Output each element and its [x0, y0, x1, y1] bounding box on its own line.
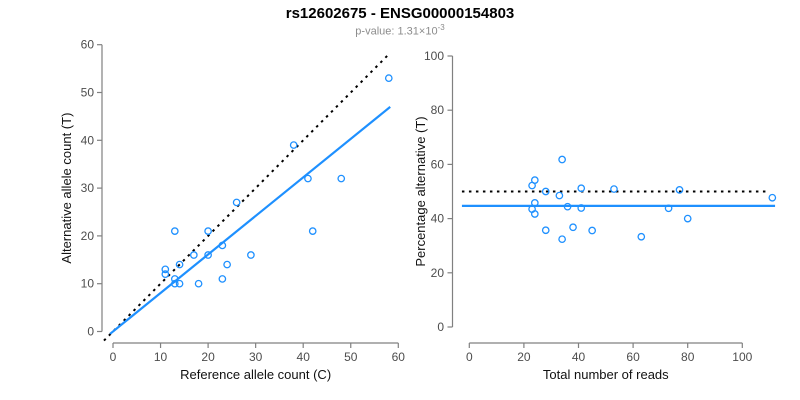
x-tick-label: 50: [344, 350, 358, 364]
data-point: [304, 174, 312, 183]
data-point: [161, 265, 170, 274]
x-tick-label: 0: [466, 350, 473, 364]
data-point: [541, 187, 550, 196]
data-point: [247, 251, 255, 259]
x-tick-label: 40: [297, 350, 311, 364]
data-point: [218, 241, 227, 250]
x-tick-label: 60: [626, 350, 640, 364]
p-value-exponent: -3: [437, 23, 445, 32]
y-tick-label: 10: [81, 277, 95, 291]
data-point: [558, 235, 566, 244]
data-point: [175, 260, 184, 269]
p-value-subtitle: p-value: 1.31×10-3: [0, 23, 800, 38]
y-tick-label: 20: [81, 229, 95, 243]
data-point: [541, 226, 550, 235]
x-tick-label: 10: [154, 350, 168, 364]
data-point: [558, 155, 566, 164]
data-point: [218, 275, 227, 283]
y-tick-label: 40: [431, 212, 445, 226]
data-point: [204, 251, 212, 259]
data-point: [170, 275, 179, 283]
x-tick-label: 100: [732, 350, 752, 364]
data-point: [337, 174, 346, 183]
data-point: [569, 223, 577, 232]
y-axis-title: Alternative allele count (T): [59, 113, 74, 264]
y-axis-title: Percentage alternative (T): [413, 116, 428, 266]
data-point: [232, 198, 241, 207]
y-tick-label: 80: [431, 103, 445, 117]
data-point: [563, 202, 572, 211]
chart-title: rs12602675 - ENSG00000154803: [285, 5, 515, 22]
x-axis-title: Reference allele count (C): [180, 367, 331, 382]
data-point: [683, 214, 692, 223]
y-tick-label: 30: [81, 181, 95, 195]
data-point: [637, 232, 646, 241]
y-tick-label: 0: [437, 320, 444, 334]
y-tick-label: 0: [87, 325, 94, 339]
y-tick-label: 60: [431, 157, 445, 171]
p-value-text: p-value: 1.31×10: [355, 25, 438, 38]
x-axis-title: Total number of reads: [543, 367, 669, 382]
data-point: [175, 279, 184, 288]
data-point: [161, 270, 170, 278]
data-point: [223, 260, 231, 269]
data-point: [577, 184, 586, 193]
data-point: [610, 185, 618, 193]
data-point: [528, 181, 536, 190]
data-point: [170, 227, 179, 235]
y-tick-label: 50: [81, 86, 95, 100]
x-tick-label: 30: [249, 350, 263, 364]
data-point: [289, 141, 298, 149]
y-tick-label: 60: [81, 38, 95, 52]
data-point: [384, 74, 393, 83]
data-point: [530, 199, 539, 207]
fit-line: [109, 106, 391, 335]
data-point: [204, 227, 212, 235]
identity-line: [103, 53, 390, 342]
x-tick-label: 20: [517, 350, 531, 364]
x-tick-label: 0: [110, 350, 117, 364]
x-tick-label: 20: [201, 350, 215, 364]
y-tick-label: 40: [81, 133, 95, 147]
data-point: [530, 210, 539, 218]
y-tick-label: 100: [424, 49, 444, 63]
data-point: [675, 186, 684, 194]
data-point: [768, 193, 777, 202]
data-point: [555, 191, 564, 200]
data-point: [577, 204, 586, 212]
data-point: [189, 251, 198, 259]
x-tick-label: 60: [392, 350, 406, 364]
data-point: [308, 227, 317, 235]
data-point: [194, 279, 203, 288]
data-point: [170, 279, 179, 288]
x-tick-label: 40: [572, 350, 586, 364]
x-tick-label: 80: [681, 350, 695, 364]
data-point: [664, 204, 673, 213]
y-tick-label: 20: [431, 266, 445, 280]
data-point: [588, 226, 597, 235]
